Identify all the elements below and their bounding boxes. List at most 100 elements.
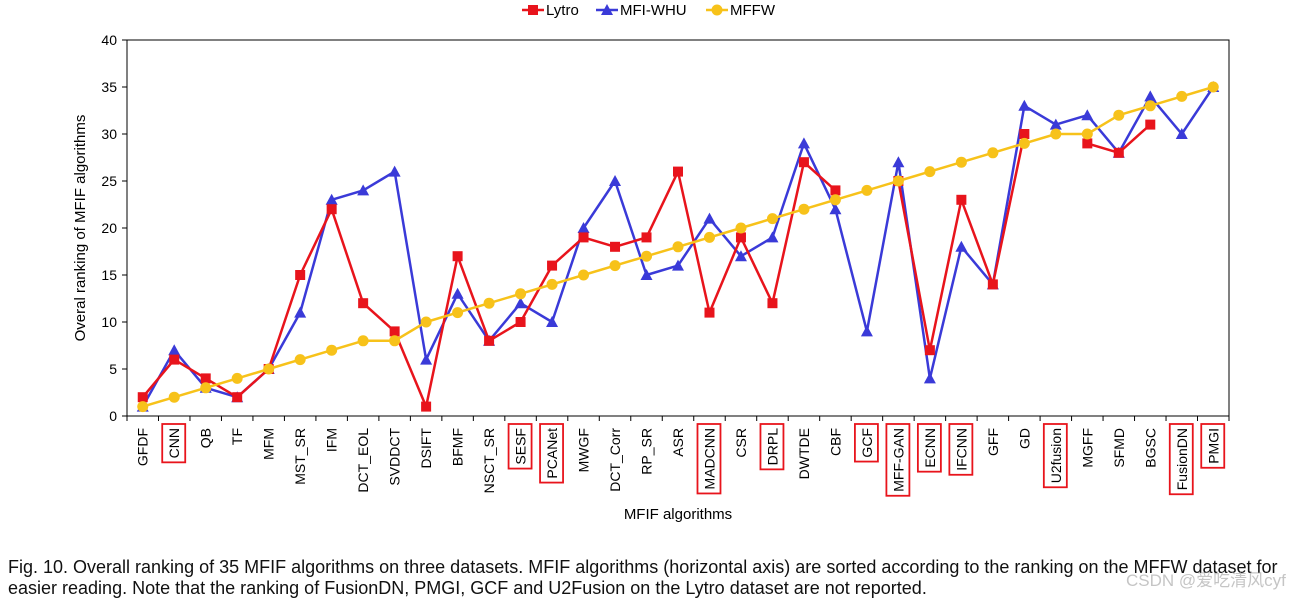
x-tick-label: BGSC [1142, 428, 1158, 468]
legend-marker [711, 4, 723, 16]
x-tick-label-group: ASR [670, 428, 686, 457]
x-tick-label: CBF [827, 428, 843, 456]
x-tick-label: DRPL [764, 428, 780, 466]
x-tick-label-group: SVDDCT [387, 428, 403, 486]
series-lytro [137, 119, 1156, 412]
y-tick-label: 30 [101, 126, 117, 142]
y-tick-label: 35 [101, 79, 117, 95]
x-tick-label: IFCNN [953, 428, 969, 471]
y-tick-label: 40 [101, 32, 117, 48]
data-point [294, 306, 307, 318]
x-tick-label: MWGF [576, 428, 592, 472]
data-point [578, 269, 590, 281]
data-point [1018, 99, 1031, 111]
x-tick-label: MST_SR [292, 428, 308, 485]
x-tick-label: GFF [985, 428, 1001, 456]
legend-marker [528, 5, 538, 15]
x-tick-label: IFM [324, 428, 340, 452]
x-tick-label-group: TF [229, 428, 245, 445]
x-tick-label: GCF [859, 428, 875, 458]
x-tick-label-group: CBF [827, 428, 843, 456]
x-tick-label-group: DRPL [759, 423, 785, 471]
data-point [546, 278, 558, 290]
data-point [734, 250, 747, 262]
data-point [892, 156, 905, 168]
data-point [830, 185, 841, 196]
x-tick-label-group: DWTDE [796, 428, 812, 479]
data-point [357, 184, 370, 196]
x-tick-label-group: GFF [985, 428, 1001, 456]
data-point [892, 175, 904, 187]
x-tick-label: QB [198, 428, 214, 448]
data-point [325, 193, 338, 205]
x-tick-label: GD [1016, 428, 1032, 449]
data-point [766, 213, 778, 225]
plot-series [136, 81, 1220, 413]
data-point [703, 212, 716, 224]
data-point [1176, 90, 1188, 102]
highlight-box [885, 423, 911, 497]
x-tick-label: SVDDCT [387, 428, 403, 486]
x-tick-label: MADCNN [701, 428, 717, 489]
x-tick-label: ECNN [922, 428, 938, 468]
data-point [640, 269, 653, 280]
x-tick-label-group: GFDF [135, 428, 151, 466]
data-point [389, 326, 400, 337]
data-point [987, 147, 999, 159]
highlight-box [1200, 423, 1226, 469]
data-point [451, 287, 464, 299]
x-tick-label: U2fusion [1048, 428, 1064, 483]
data-point [1113, 147, 1124, 158]
x-tick-label-group: GCF [854, 423, 879, 463]
x-tick-label: CSR [733, 428, 749, 458]
data-point [200, 382, 212, 394]
highlight-box [948, 423, 974, 476]
x-tick-label: FusionDN [1174, 428, 1190, 490]
data-point [672, 259, 684, 271]
data-point [294, 354, 306, 366]
data-point [452, 307, 464, 319]
data-point [1145, 119, 1156, 130]
x-tick-label-group: MST_SR [292, 428, 308, 485]
x-tick-label-group: GD [1016, 428, 1032, 449]
highlight-box [759, 423, 785, 471]
data-point [829, 194, 841, 206]
x-tick-label: CNN [166, 428, 182, 458]
legend-label: MFFW [730, 2, 776, 19]
x-axis: GFDF CNN QB TF MFM MST_SR IFM DCT_EOL SVDDCT DSIF… [126, 416, 1230, 497]
y-tick-label: 10 [101, 314, 117, 330]
x-tick-label: DWTDE [796, 428, 812, 479]
data-point [641, 232, 652, 243]
plot-frame [126, 39, 1230, 417]
data-point [263, 363, 275, 375]
data-point [546, 316, 559, 327]
x-tick-label: MGFF [1079, 428, 1095, 468]
data-point [767, 298, 778, 309]
x-tick-label-group: DCT_Corr [607, 428, 623, 492]
data-point [168, 391, 180, 403]
x-tick-label-group: ECNN [916, 423, 942, 473]
x-tick-label: SFMD [1111, 428, 1127, 468]
data-point [641, 250, 653, 262]
legend-item-mfi-whu: MFI-WHU [596, 2, 687, 19]
data-point [137, 401, 149, 413]
x-tick-label-group: SFMD [1111, 428, 1127, 468]
data-point [735, 232, 746, 243]
data-point [798, 203, 810, 215]
y-tick-label: 25 [101, 173, 117, 189]
data-point [295, 270, 306, 280]
x-tick-label-group: BFMF [450, 428, 466, 466]
data-point [735, 222, 747, 234]
data-point [232, 392, 243, 403]
data-point [389, 335, 401, 347]
data-point [421, 401, 432, 412]
data-point [577, 222, 590, 233]
figure-caption: Fig. 10. Overall ranking of 35 MFIF algo… [8, 557, 1278, 598]
data-point [547, 260, 558, 271]
data-point [1081, 128, 1093, 140]
data-point [1082, 138, 1093, 149]
data-point [704, 307, 715, 318]
x-tick-label-group: DSIFT [418, 428, 434, 469]
y-tick-label: 20 [101, 220, 117, 236]
data-point [169, 354, 180, 365]
